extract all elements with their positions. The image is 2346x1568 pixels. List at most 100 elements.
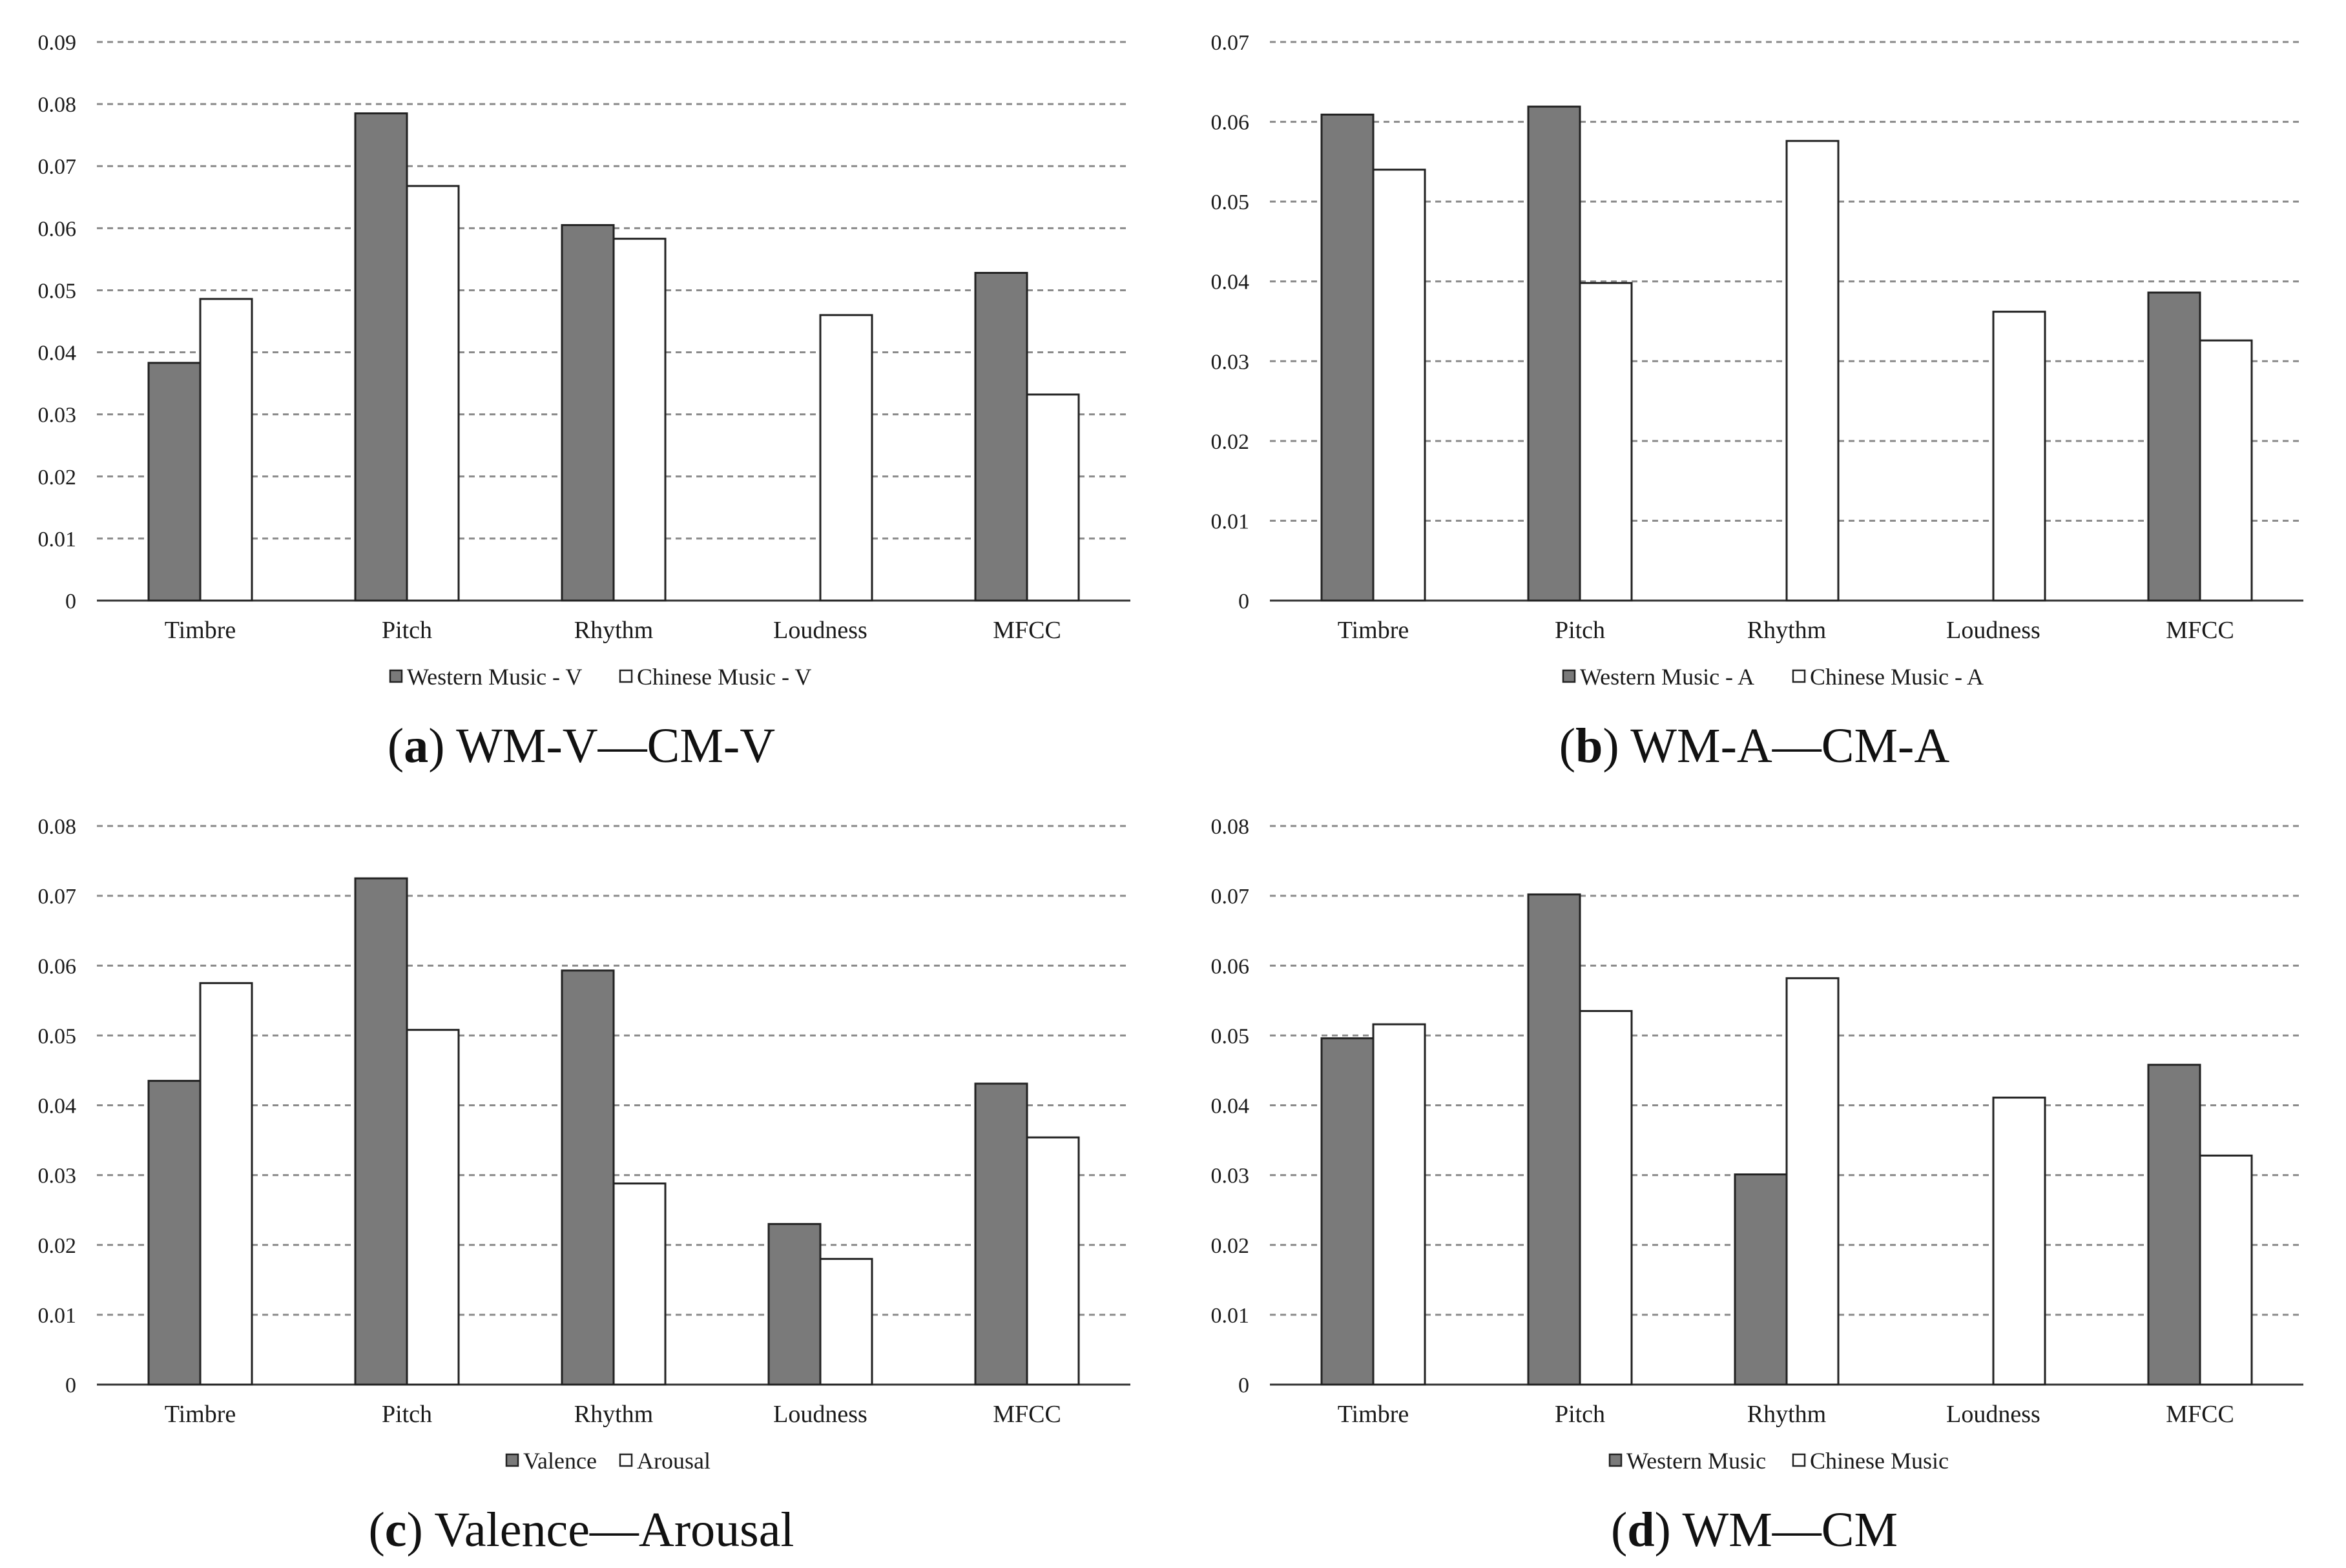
caption-letter: d (1627, 1503, 1654, 1557)
y-tick-label: 0.07 (38, 885, 77, 909)
y-tick-label: 0.02 (38, 1234, 77, 1258)
bar-pitch-series-2 (1579, 282, 1633, 602)
bar-rhythm-series-1 (561, 969, 615, 1386)
bar-rhythm-series-2 (1785, 139, 1840, 602)
y-tick-label: 0.05 (38, 1024, 77, 1048)
y-tick-label: 0.04 (1211, 1095, 1250, 1119)
bar-mfcc-series-2 (2199, 339, 2253, 602)
y-tick-label: 0.01 (1211, 1304, 1250, 1328)
bar-mfcc-series-1 (974, 1082, 1028, 1386)
bar-pitch-series-1 (354, 112, 408, 602)
legend-label: Chinese Music (1810, 1448, 1949, 1474)
y-tick-label: 0.03 (38, 404, 77, 428)
legend-swatch (619, 669, 633, 683)
bar-loudness-series-2 (819, 1257, 873, 1386)
x-tick-label: Timbre (165, 617, 236, 644)
y-tick-label: 0.02 (1211, 430, 1250, 454)
bar-pitch-series-1 (1527, 893, 1581, 1386)
bars (1320, 893, 2253, 1386)
x-tick-label: Rhythm (1747, 1401, 1826, 1428)
caption-title: WM—CM (1682, 1503, 1898, 1557)
caption-title: WM-A—CM-A (1630, 719, 1949, 773)
bar-pitch-series-2 (406, 185, 460, 602)
bar-timbre-series-1 (1320, 113, 1375, 602)
chart-a-svg: 0 0.01 0.02 0.03 0.04 0.05 0.06 0.07 0.08 0.09 Tim… (38, 31, 1130, 773)
bar-timbre-series-1 (1320, 1037, 1375, 1386)
legend-label: Western Music - A (1580, 664, 1754, 690)
caption-letter: a (404, 719, 428, 773)
legend-swatch (505, 1453, 519, 1467)
y-tick-label: 0.03 (1211, 1164, 1250, 1188)
y-tick-label: 0.02 (38, 466, 77, 490)
y-tick-label: 0 (65, 590, 76, 614)
y-tick-label: 0.09 (38, 31, 77, 55)
y-tick-label: 0.08 (1211, 815, 1250, 839)
y-tick-label: 0.03 (38, 1164, 77, 1188)
legend-swatch (619, 1453, 633, 1467)
y-tick-label: 0.06 (38, 217, 77, 241)
x-tick-label: MFCC (2166, 1401, 2234, 1428)
legend-label: Valence (523, 1448, 597, 1474)
caption-letter: c (385, 1503, 407, 1557)
bar-mfcc-series-2 (2199, 1154, 2253, 1386)
bars (147, 877, 1080, 1386)
y-tick-label: 0.05 (38, 279, 77, 303)
x-tick-label: Loudness (773, 617, 867, 644)
y-tick-label: 0.08 (38, 93, 77, 117)
legend-swatch (389, 669, 403, 683)
bars (1320, 105, 2253, 602)
chart-caption: (c) Valence—Arousal (368, 1503, 794, 1557)
legend-swatch (1608, 1453, 1623, 1467)
bars (147, 112, 1080, 602)
y-tick-label: 0.04 (1211, 271, 1250, 294)
x-tick-label: Pitch (1555, 617, 1605, 644)
bar-timbre-series-1 (147, 1080, 202, 1386)
bar-mfcc-series-1 (2147, 291, 2201, 602)
chart-b-svg: 0 0.01 0.02 0.03 0.04 0.05 0.06 0.07 Timbre Pitch… (1211, 31, 2303, 773)
bar-timbre-series-2 (1372, 169, 1426, 602)
caption-letter: b (1575, 719, 1603, 773)
bar-pitch-series-1 (1527, 105, 1581, 602)
y-tick-label: 0.01 (38, 1304, 77, 1328)
x-tick-label: Timbre (1338, 617, 1409, 644)
legend-swatch (1792, 1453, 1806, 1467)
x-tick-label: Pitch (382, 617, 432, 644)
legend-swatch (1562, 669, 1576, 683)
y-tick-label: 0 (1238, 1374, 1249, 1398)
y-tick-label: 0.02 (1211, 1234, 1250, 1258)
chart-panel-c: 0 0.01 0.02 0.03 0.04 0.05 0.06 0.07 0.08 Timbre P… (0, 784, 1173, 1568)
x-tick-label: Rhythm (1747, 617, 1826, 644)
legend: Western Music - A Chinese Music - A (1562, 664, 1984, 690)
y-tick-label: 0.07 (38, 155, 77, 179)
y-tick-label: 0 (65, 1374, 76, 1398)
y-tick-label: 0.01 (1211, 510, 1250, 533)
chart-panel-b: 0 0.01 0.02 0.03 0.04 0.05 0.06 0.07 Timbre Pitch… (1173, 0, 2346, 784)
y-tick-label: 0.07 (1211, 31, 1250, 55)
caption-title: WM-V—CM-V (456, 719, 775, 773)
chart-panel-d: 0 0.01 0.02 0.03 0.04 0.05 0.06 0.07 0.08 Timbre P… (1173, 784, 2346, 1568)
chart-caption: (d) WM—CM (1611, 1503, 1898, 1557)
y-tick-label: 0.08 (38, 815, 77, 839)
chart-panel-a: 0 0.01 0.02 0.03 0.04 0.05 0.06 0.07 0.08 0.09 Tim… (0, 0, 1173, 784)
bar-timbre-series-2 (1372, 1023, 1426, 1386)
legend: Western Music Chinese Music (1608, 1448, 1949, 1474)
y-tick-label: 0.03 (1211, 350, 1250, 374)
legend: Valence Arousal (505, 1448, 711, 1474)
x-tick-label: Loudness (1946, 1401, 2040, 1428)
chart-caption: (b) WM-A—CM-A (1559, 719, 1950, 773)
chart-c-svg: 0 0.01 0.02 0.03 0.04 0.05 0.06 0.07 0.08 Timbre P… (38, 815, 1130, 1557)
bar-mfcc-series-2 (1026, 1136, 1080, 1386)
bar-pitch-series-1 (354, 877, 408, 1386)
bar-timbre-series-2 (199, 298, 253, 602)
y-tick-label: 0.07 (1211, 885, 1250, 909)
bar-loudness-series-2 (819, 314, 873, 602)
legend-label: Chinese Music - A (1810, 664, 1984, 690)
bar-pitch-series-2 (1579, 1010, 1633, 1386)
legend-label: Chinese Music - V (637, 664, 811, 690)
y-tick-label: 0.04 (38, 1095, 77, 1119)
x-tick-label: MFCC (2166, 617, 2234, 644)
bar-timbre-series-2 (199, 982, 253, 1386)
bar-rhythm-series-2 (1785, 977, 1840, 1386)
bar-mfcc-series-1 (974, 272, 1028, 602)
bar-pitch-series-2 (406, 1029, 460, 1386)
